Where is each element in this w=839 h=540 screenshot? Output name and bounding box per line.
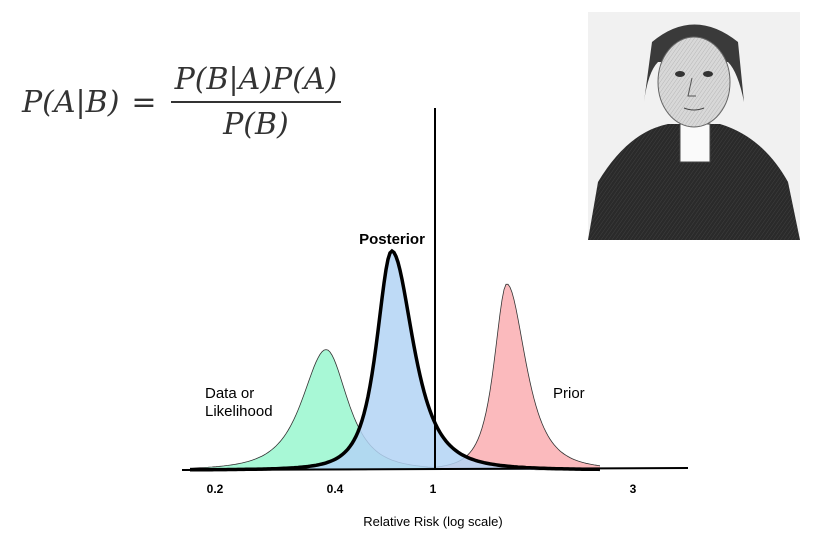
tick-label: 0.4	[327, 482, 344, 496]
tick-label: 0.2	[207, 482, 224, 496]
x-axis-label: Relative Risk (log scale)	[363, 514, 502, 529]
prior-curve-area	[190, 284, 600, 470]
formula-denominator: P(B)	[223, 107, 289, 142]
formula-equals: =	[131, 84, 157, 120]
series-label-likelihood-line2: Likelihood	[205, 403, 273, 420]
tick-label: 3	[630, 482, 637, 496]
formula-numerator: P(B|A)P(A)	[170, 62, 342, 103]
series-label-posterior: Posterior	[359, 231, 425, 248]
likelihood-curve-area	[190, 349, 600, 470]
portrait-image	[588, 12, 800, 240]
tick-label: 1	[430, 482, 437, 496]
formula-fraction: P(B|A)P(A) P(B)	[170, 62, 342, 142]
formula-lhs: P(A|B)	[22, 84, 120, 120]
series-label-prior: Prior	[553, 385, 585, 402]
series-label-likelihood-line1: Data or	[205, 385, 254, 402]
posterior-curve-area	[190, 251, 600, 470]
bayes-formula: P(A|B) = P(B|A)P(A) P(B)	[22, 62, 342, 142]
